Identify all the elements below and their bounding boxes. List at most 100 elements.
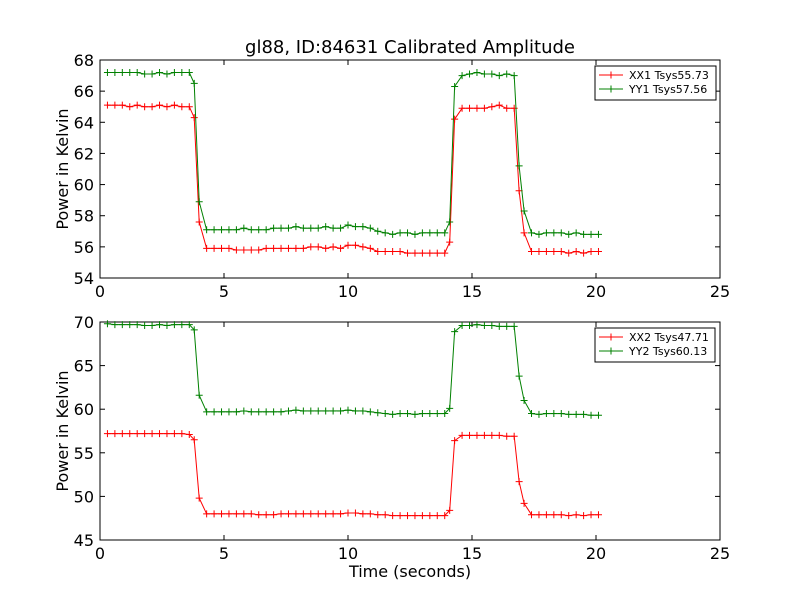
- series-2-2: [103, 320, 602, 419]
- data-point: [277, 224, 285, 232]
- series-1-2: [103, 68, 602, 238]
- x-tick-label: 0: [95, 544, 105, 563]
- data-point: [148, 103, 156, 111]
- data-point: [520, 396, 528, 404]
- data-point: [141, 321, 149, 329]
- data-point: [451, 115, 459, 123]
- data-point: [190, 436, 198, 444]
- data-point: [133, 101, 141, 109]
- data-point: [284, 407, 292, 415]
- data-point: [307, 407, 315, 415]
- data-point: [284, 244, 292, 252]
- data-point: [232, 226, 240, 234]
- data-point: [542, 410, 550, 418]
- y-tick-label: 60: [74, 400, 94, 419]
- data-point: [351, 241, 359, 249]
- data-point: [510, 104, 518, 112]
- data-point: [580, 230, 588, 238]
- data-point: [480, 104, 488, 112]
- data-point: [185, 430, 193, 438]
- data-point: [510, 322, 518, 330]
- legend-label: YY2 Tsys60.13: [628, 345, 707, 358]
- data-point: [441, 229, 449, 237]
- data-point: [488, 321, 496, 329]
- chart-title: gl88, ID:84631 Calibrated Amplitude: [245, 37, 575, 58]
- data-point: [337, 224, 345, 232]
- data-point: [292, 244, 300, 252]
- data-point: [515, 162, 523, 170]
- data-point: [550, 229, 558, 237]
- data-point: [466, 431, 474, 439]
- data-point: [178, 321, 186, 329]
- data-point: [515, 478, 523, 486]
- data-point: [141, 70, 149, 78]
- data-point: [587, 511, 595, 519]
- x-tick-label: 20: [586, 544, 606, 563]
- data-point: [284, 224, 292, 232]
- data-point: [374, 511, 382, 519]
- data-point: [329, 510, 337, 518]
- data-point: [488, 103, 496, 111]
- data-point: [528, 248, 536, 256]
- data-point: [133, 321, 141, 329]
- data-point: [247, 226, 255, 234]
- data-point: [418, 249, 426, 257]
- data-point: [426, 249, 434, 257]
- data-point: [359, 223, 367, 231]
- data-point: [329, 243, 337, 251]
- data-point: [218, 226, 226, 234]
- data-point: [542, 229, 550, 237]
- data-point: [441, 410, 449, 418]
- data-point: [225, 244, 233, 252]
- data-point: [396, 410, 404, 418]
- data-point: [451, 328, 459, 336]
- data-point: [299, 244, 307, 252]
- data-point: [594, 230, 602, 238]
- data-point: [515, 372, 523, 380]
- data-point: [433, 512, 441, 520]
- data-point: [351, 509, 359, 517]
- y-tick-label: 64: [74, 113, 94, 132]
- data-point: [510, 432, 518, 440]
- data-point: [458, 431, 466, 439]
- legend-label: XX2 Tsys47.71: [629, 331, 709, 344]
- data-point: [170, 101, 178, 109]
- data-point: [255, 246, 263, 254]
- legend-marker: [607, 333, 615, 341]
- data-point: [542, 511, 550, 519]
- data-point: [466, 70, 474, 78]
- y-tick-label: 68: [74, 51, 94, 70]
- legend-box: [594, 65, 717, 101]
- data-point: [141, 103, 149, 111]
- data-point: [262, 408, 270, 416]
- legend-marker: [607, 71, 615, 79]
- data-point: [240, 224, 248, 232]
- y-tick-label: 56: [74, 238, 94, 257]
- data-point: [433, 229, 441, 237]
- data-point: [503, 322, 511, 330]
- data-point: [270, 511, 278, 519]
- data-point: [307, 510, 315, 518]
- data-point: [473, 321, 481, 329]
- data-point: [480, 431, 488, 439]
- x-tick-label: 25: [710, 282, 730, 301]
- data-point: [344, 221, 352, 229]
- data-point: [163, 70, 171, 78]
- data-point: [322, 407, 330, 415]
- data-point: [550, 248, 558, 256]
- data-point: [247, 510, 255, 518]
- data-point: [535, 230, 543, 238]
- legend-box: [594, 327, 716, 363]
- data-point: [210, 408, 218, 416]
- data-point: [210, 510, 218, 518]
- data-point: [557, 248, 565, 256]
- data-point: [565, 249, 573, 257]
- data-point: [404, 410, 412, 418]
- data-point: [148, 430, 156, 438]
- data-point: [344, 509, 352, 517]
- data-point: [344, 406, 352, 414]
- data-point: [195, 218, 203, 226]
- data-point: [118, 101, 126, 109]
- data-point: [111, 321, 119, 329]
